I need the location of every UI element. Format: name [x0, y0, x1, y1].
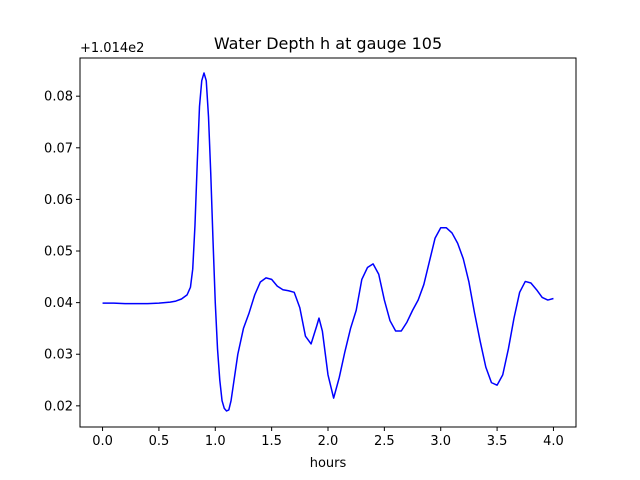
y-tick-label: 0.07: [44, 141, 73, 156]
series-line-0: [102, 72, 554, 412]
y-tick-label: 0.04: [44, 296, 73, 311]
x-tick-label: 3.0: [430, 434, 451, 449]
y-tick-label: 0.05: [44, 245, 73, 260]
x-tick-label: 3.5: [487, 434, 508, 449]
y-offset-label: +1.014e2: [80, 41, 144, 56]
x-axis: 0.0 0.5 1.0 1.5 2.0 2.5 3.0 3.5 4.0: [92, 427, 564, 449]
y-tick-label: 0.06: [44, 193, 73, 208]
y-axis: 0.02 0.03 0.04 0.05 0.06 0.07 0.08: [44, 90, 80, 414]
x-tick-label: 1.0: [205, 434, 226, 449]
x-tick-label: 4.0: [543, 434, 564, 449]
x-axis-label: hours: [310, 456, 347, 471]
x-tick-label: 2.0: [318, 434, 339, 449]
y-tick-label: 0.08: [44, 90, 73, 105]
x-tick-label: 0.5: [149, 434, 170, 449]
x-tick-label: 0.0: [92, 434, 113, 449]
y-tick-label: 0.02: [44, 399, 73, 414]
plot-content: [102, 72, 554, 412]
x-tick-label: 2.5: [374, 434, 395, 449]
y-tick-label: 0.03: [44, 348, 73, 363]
x-tick-label: 1.5: [261, 434, 282, 449]
chart-title: Water Depth h at gauge 105: [214, 34, 442, 53]
